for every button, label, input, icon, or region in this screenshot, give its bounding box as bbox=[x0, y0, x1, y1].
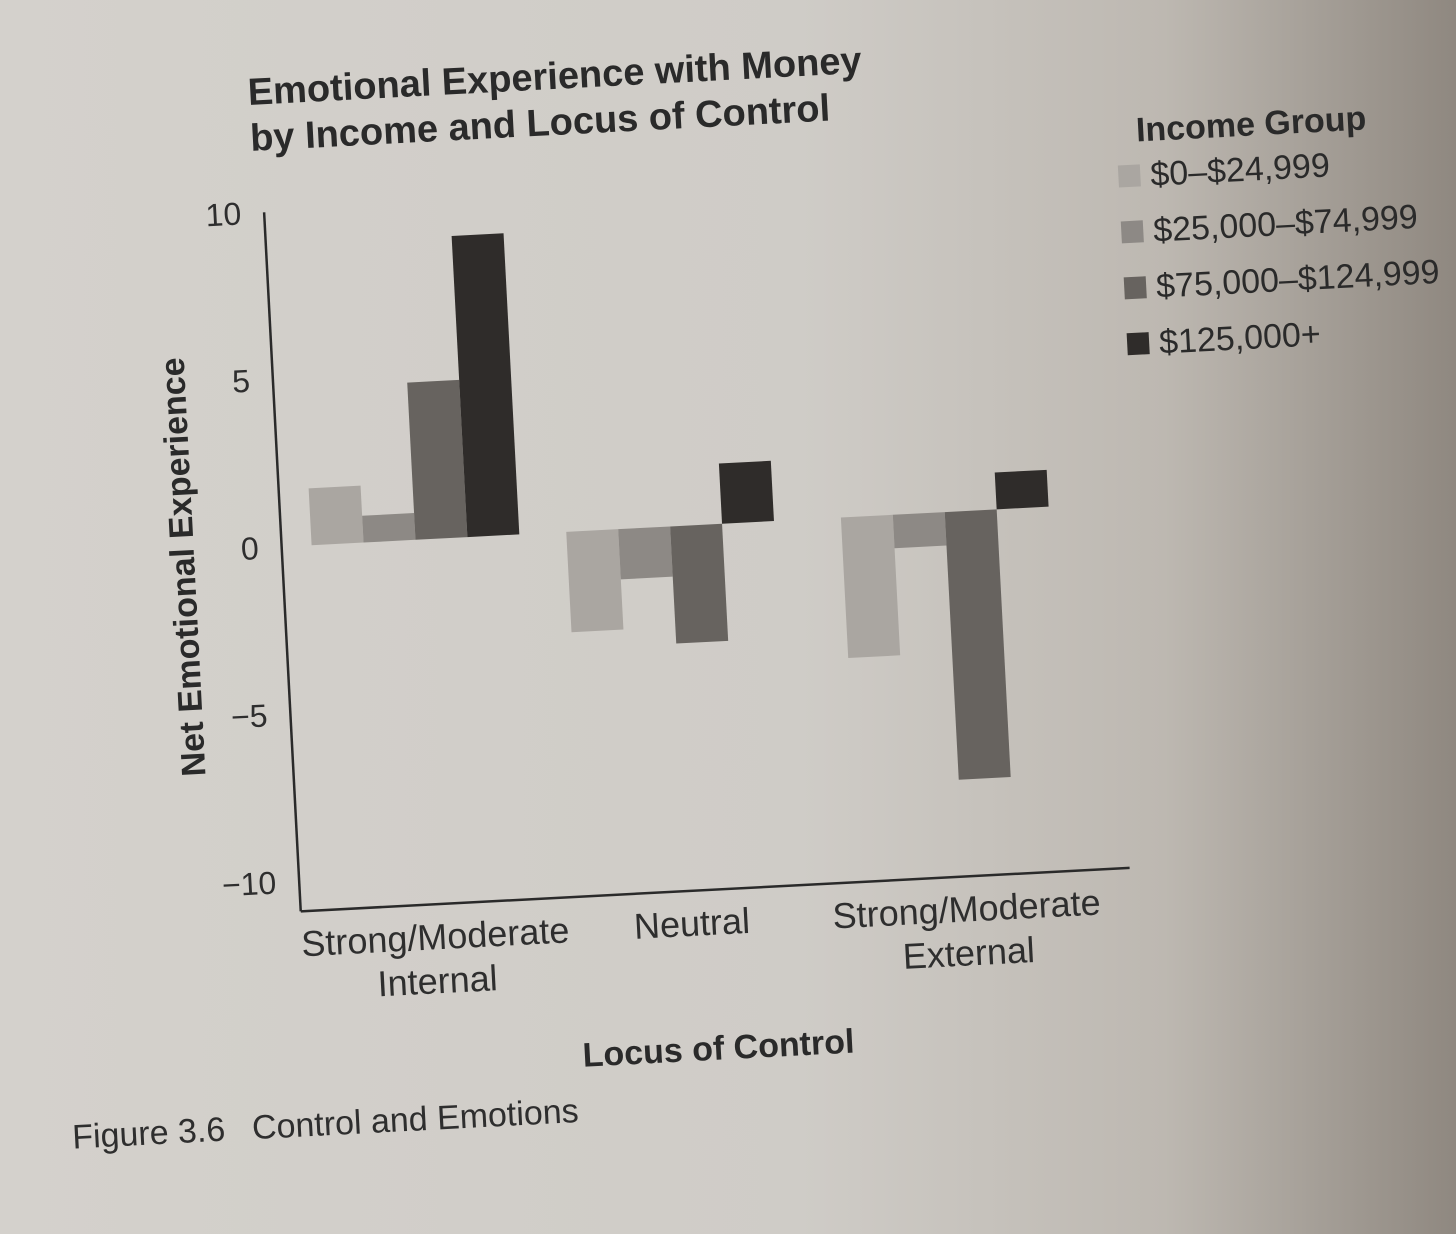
x-category-label: Internal bbox=[377, 957, 499, 1004]
x-category-label: Strong/Moderate bbox=[832, 881, 1102, 936]
legend-swatch bbox=[1123, 276, 1147, 300]
bar-series-4-category-1 bbox=[451, 233, 520, 538]
x-category-label: Neutral bbox=[633, 900, 751, 947]
legend-swatch bbox=[1126, 332, 1150, 356]
bar-series-4-category-2 bbox=[718, 460, 774, 524]
y-axis-line bbox=[262, 212, 302, 912]
y-tick-label: −5 bbox=[230, 697, 268, 735]
caption-text: Control and Emotions bbox=[251, 1092, 579, 1147]
y-tick-label: 10 bbox=[205, 196, 242, 234]
bar-series-3-category-2 bbox=[670, 523, 729, 644]
y-ticks: 10 5 0 −5 −10 bbox=[205, 196, 277, 904]
legend-swatch bbox=[1120, 220, 1144, 244]
bar-series-1-category-1 bbox=[308, 485, 364, 546]
y-tick-label: 0 bbox=[240, 530, 260, 567]
legend-label: $0–$24,999 bbox=[1149, 146, 1330, 193]
y-tick-label: 5 bbox=[231, 363, 251, 400]
x-category-label: External bbox=[902, 929, 1036, 977]
legend-label: $75,000–$124,999 bbox=[1155, 253, 1440, 306]
x-category-label: Strong/Moderate bbox=[300, 909, 570, 964]
bar-series-1-category-3 bbox=[840, 514, 901, 659]
bars bbox=[308, 233, 1049, 780]
legend: Income Group $0–$24,999 $25,000–$74,999$7… bbox=[1117, 100, 1440, 362]
bar-series-1-category-2 bbox=[566, 529, 624, 633]
y-axis-title: Net Emotional Experience bbox=[154, 357, 214, 778]
legend-label: $125,000+ bbox=[1158, 315, 1321, 361]
bar-series-3-category-3 bbox=[944, 509, 1011, 780]
legend-swatch bbox=[1117, 164, 1141, 188]
y-tick-label: −10 bbox=[221, 865, 277, 904]
caption-label: Figure 3.6 bbox=[71, 1111, 226, 1157]
legend-title: Income Group bbox=[1135, 100, 1367, 150]
bar-series-2-category-3 bbox=[892, 512, 947, 549]
bar-series-2-category-2 bbox=[618, 526, 673, 580]
x-axis-line bbox=[300, 866, 1130, 913]
x-axis-title: Locus of Control bbox=[582, 1023, 856, 1075]
bar-series-3-category-1 bbox=[407, 379, 468, 540]
bar-series-2-category-1 bbox=[362, 513, 416, 543]
bar-series-4-category-3 bbox=[994, 469, 1049, 510]
legend-label: $25,000–$74,999 bbox=[1152, 198, 1418, 250]
figure-caption: Figure 3.6 Control and Emotions bbox=[71, 1092, 579, 1156]
